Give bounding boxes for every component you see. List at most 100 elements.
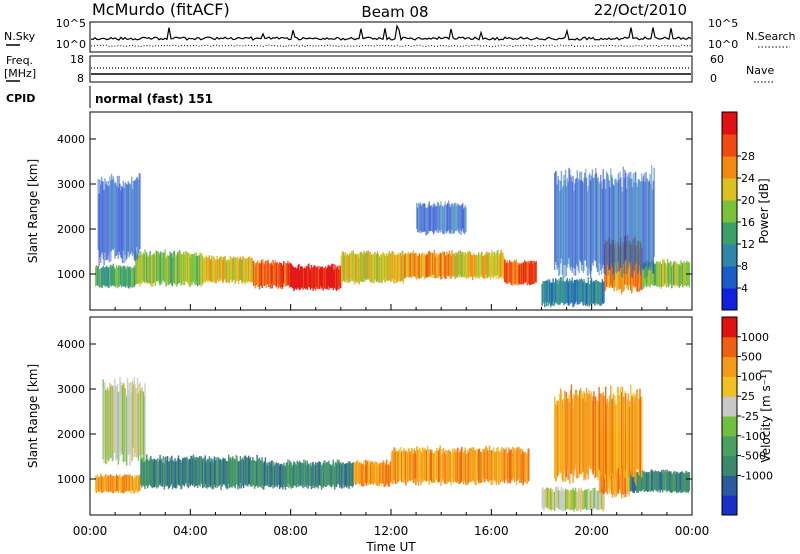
velocity-data-layer bbox=[95, 376, 691, 512]
colorbar-tick-label: -500 bbox=[741, 450, 766, 463]
colorbar-tick-label: 1000 bbox=[741, 331, 769, 344]
noise-sky-line bbox=[90, 24, 692, 42]
freq-tick-left-top: 18 bbox=[70, 53, 84, 66]
y-tick-label: 3000 bbox=[57, 178, 85, 191]
colorbar-segment bbox=[722, 200, 737, 223]
colorbar-segment bbox=[722, 435, 737, 457]
x-tick-label: 20:00 bbox=[574, 524, 609, 538]
x-tick-label: 12:00 bbox=[374, 524, 409, 538]
freq-tick-left-bottom: 8 bbox=[77, 72, 84, 85]
colorbar-tick-label: 4 bbox=[741, 282, 748, 295]
y-tick-label: 1000 bbox=[57, 473, 85, 486]
freq-panel: Freq. [MHz] 18 8 60 0 Nave bbox=[4, 53, 774, 85]
noise-tick-right-top: 10^5 bbox=[708, 17, 738, 30]
noise-left-label: N.Sky bbox=[4, 30, 36, 43]
xaxis-label: Time UT bbox=[365, 540, 416, 554]
colorbar-segment bbox=[722, 336, 737, 358]
colorbar-tick-label: -25 bbox=[741, 410, 759, 423]
colorbar-segment bbox=[722, 376, 737, 397]
power-echo-region bbox=[340, 250, 405, 285]
power-colorbar: 4 8 12 16 20 24 28 bbox=[721, 111, 755, 311]
colorbar-tick-label: -100 bbox=[741, 430, 766, 443]
freq-left-label-2: [MHz] bbox=[4, 67, 36, 80]
colorbar-segment bbox=[722, 416, 737, 437]
colorbar-segment bbox=[722, 317, 737, 338]
y-tick-label: 4000 bbox=[57, 338, 85, 351]
colorbar-tick-label: 16 bbox=[741, 216, 755, 229]
power-echo-region bbox=[95, 263, 136, 289]
power-echo-region bbox=[253, 259, 292, 290]
colorbar-segment bbox=[722, 288, 737, 311]
velocity-echo-region bbox=[140, 454, 267, 491]
freq-tick-right-top: 60 bbox=[710, 53, 724, 66]
colorbar-segment bbox=[722, 156, 737, 179]
velocity-ylabel: Slant Range [km] bbox=[26, 364, 40, 468]
y-tick-label: 3000 bbox=[57, 383, 85, 396]
power-echo-region bbox=[403, 250, 455, 280]
x-tick-label: 08:00 bbox=[273, 524, 308, 538]
velocity-echo-region bbox=[541, 486, 605, 512]
colorbar-tick-label: 12 bbox=[741, 238, 755, 251]
noise-search-line bbox=[90, 44, 692, 48]
y-tick-label: 1000 bbox=[57, 268, 85, 281]
power-echo-region bbox=[453, 249, 505, 281]
y-tick-label: 2000 bbox=[57, 428, 85, 441]
x-tick-label: 00:00 bbox=[675, 524, 710, 538]
power-echo-region bbox=[554, 165, 655, 281]
colorbar-tick-label: 24 bbox=[741, 172, 755, 185]
noise-tick-right-bottom: 10^0 bbox=[708, 38, 738, 51]
velocity-echo-region bbox=[554, 384, 643, 486]
velocity-panel: 1000 2000 3000 4000 Slant Range [km] 1000 50… bbox=[26, 316, 773, 516]
freq-tick-right-bottom: 0 bbox=[710, 72, 717, 85]
velocity-y-axis: 1000 2000 3000 4000 bbox=[57, 338, 692, 486]
colorbar-segment bbox=[722, 222, 737, 245]
power-echo-region bbox=[503, 259, 537, 286]
power-colorbar-label: Power [dB] bbox=[757, 178, 771, 243]
noise-tick-left-top: 10^5 bbox=[56, 17, 86, 30]
noise-panel: N.Sky 10^5 10^0 10^5 10^0 N.Search bbox=[4, 17, 796, 53]
noise-right-label: N.Search bbox=[746, 30, 796, 43]
colorbar-segment bbox=[722, 396, 737, 417]
y-tick-label: 4000 bbox=[57, 133, 85, 146]
colorbar-segment bbox=[722, 356, 737, 377]
velocity-colorbar-label: Velocity [m s⁻¹] bbox=[759, 369, 773, 462]
velocity-echo-region bbox=[102, 376, 146, 466]
date-title: 22/Oct/2010 bbox=[594, 1, 687, 19]
colorbar-segment bbox=[722, 475, 737, 496]
power-echo-region bbox=[202, 255, 254, 285]
x-tick-label: 00:00 bbox=[73, 524, 108, 538]
velocity-echo-region bbox=[353, 459, 392, 488]
power-echo-region bbox=[135, 249, 204, 287]
nave-label: Nave bbox=[746, 64, 774, 77]
colorbar-tick-label: -1000 bbox=[741, 469, 773, 482]
colorbar-segment bbox=[722, 112, 737, 135]
colorbar-tick-label: 25 bbox=[741, 390, 755, 403]
colorbar-tick-label: 8 bbox=[741, 260, 748, 273]
power-ylabel: Slant Range [km] bbox=[26, 159, 40, 263]
power-echo-region bbox=[416, 200, 467, 236]
time-axis: 00:00 04:00 08:00 12:00 16:00 20:00 00:00 bbox=[73, 304, 710, 538]
colorbar-tick-label: 100 bbox=[741, 370, 762, 383]
colorbar-tick-label: 500 bbox=[741, 351, 762, 364]
velocity-colorbar: 1000 500 100 25 -25 -100 -500 -1000 bbox=[721, 316, 773, 516]
velocity-echo-region bbox=[629, 469, 691, 494]
cpid-label: CPID bbox=[6, 92, 35, 105]
colorbar-segment bbox=[722, 495, 737, 516]
colorbar-segment bbox=[722, 178, 737, 201]
x-tick-label: 04:00 bbox=[173, 524, 208, 538]
station-title: McMurdo (fitACF) bbox=[92, 0, 230, 19]
power-echo-region bbox=[541, 277, 605, 308]
noise-tick-left-bottom: 10^0 bbox=[56, 38, 86, 51]
power-y-axis: 1000 2000 3000 4000 bbox=[57, 133, 692, 281]
x-tick-label: 16:00 bbox=[474, 524, 509, 538]
beam-title: Beam 08 bbox=[361, 3, 428, 21]
colorbar-segment bbox=[722, 134, 737, 157]
colorbar-segment bbox=[722, 455, 737, 476]
freq-left-label-1: Freq. bbox=[6, 54, 33, 67]
velocity-echo-region bbox=[391, 445, 530, 486]
y-tick-label: 2000 bbox=[57, 223, 85, 236]
velocity-echo-region bbox=[95, 473, 141, 494]
power-data-layer bbox=[95, 165, 691, 308]
colorbar-tick-label: 20 bbox=[741, 194, 755, 207]
